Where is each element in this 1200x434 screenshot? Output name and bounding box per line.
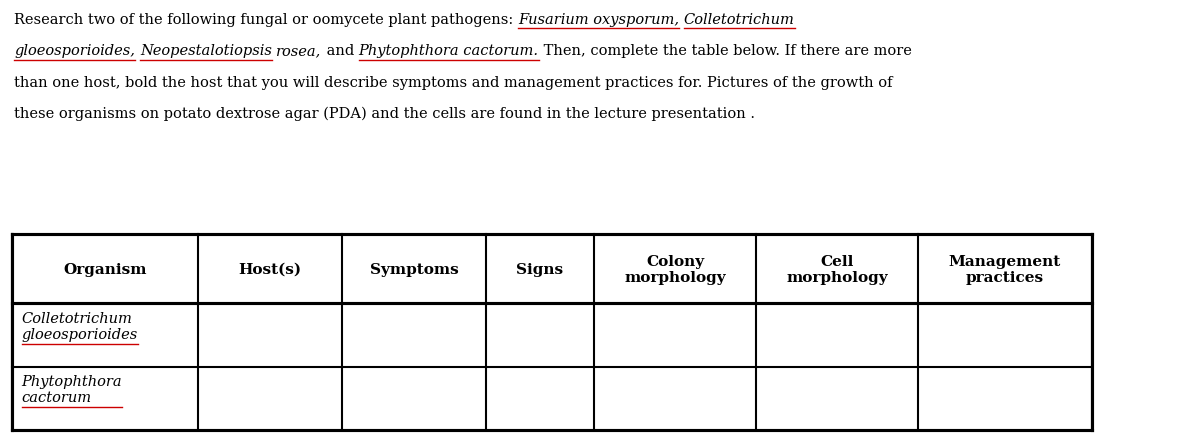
- Text: Phytophthora
cactorum: Phytophthora cactorum: [22, 375, 122, 404]
- Text: Organism: Organism: [64, 262, 146, 276]
- Text: Management
practices: Management practices: [949, 254, 1061, 284]
- Text: these organisms on potato dextrose agar (PDA) and the cells are found in the lec: these organisms on potato dextrose agar …: [14, 107, 756, 121]
- Text: Host(s): Host(s): [239, 262, 301, 276]
- Text: Fusarium oxysporum,: Fusarium oxysporum,: [518, 13, 679, 27]
- Text: Signs: Signs: [516, 262, 564, 276]
- Text: Neopestalotiopsis: Neopestalotiopsis: [140, 44, 271, 58]
- Text: rosea,: rosea,: [276, 44, 322, 58]
- Text: than one host, bold the host that you will describe symptoms and management prac: than one host, bold the host that you wi…: [14, 76, 893, 89]
- Text: Phytophthora cactorum.: Phytophthora cactorum.: [359, 44, 539, 58]
- Text: Colletotrichum
gloeosporioides: Colletotrichum gloeosporioides: [22, 312, 138, 342]
- Text: gloeosporioides,: gloeosporioides,: [14, 44, 136, 58]
- Text: and: and: [322, 44, 359, 58]
- Text: Then, complete the table below. If there are more: Then, complete the table below. If there…: [539, 44, 912, 58]
- Text: Colletotrichum: Colletotrichum: [684, 13, 794, 27]
- Text: Symptoms: Symptoms: [370, 262, 458, 276]
- Text: Research two of the following fungal or oomycete plant pathogens:: Research two of the following fungal or …: [14, 13, 518, 27]
- Text: Cell
morphology: Cell morphology: [786, 254, 888, 284]
- Text: Colony
morphology: Colony morphology: [624, 254, 726, 284]
